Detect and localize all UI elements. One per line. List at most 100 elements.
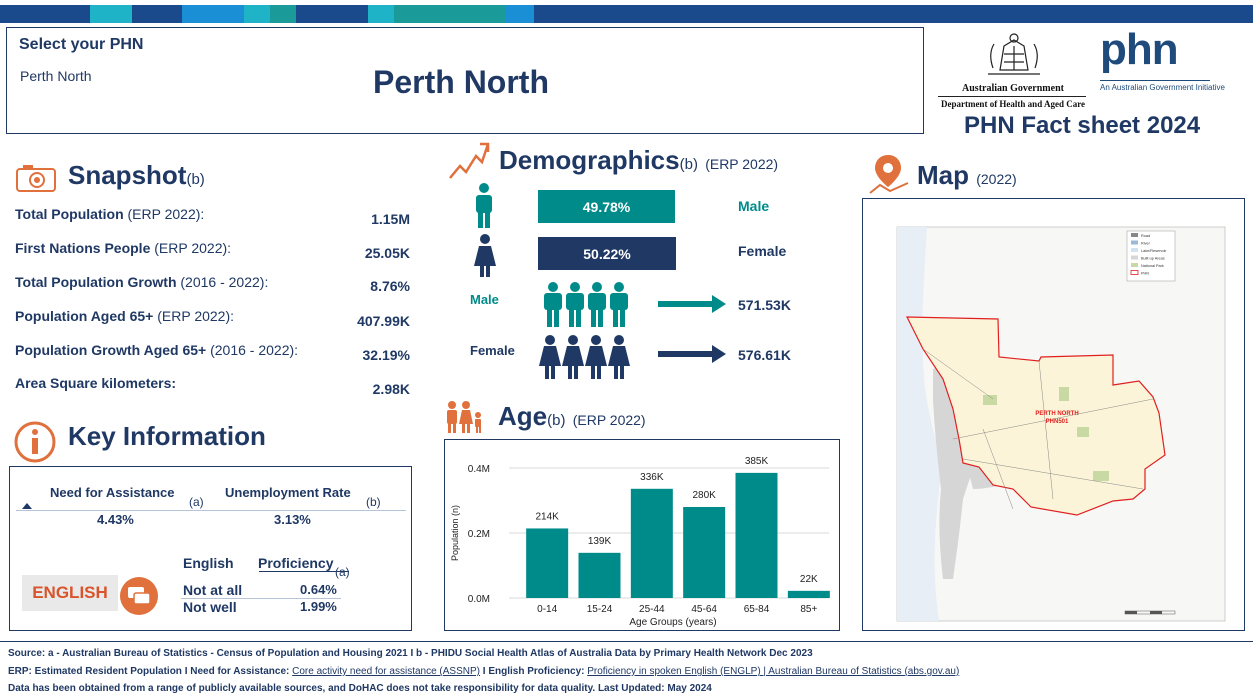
snapshot-row-value: 25.05K	[364, 245, 410, 261]
unemp-sub: (b)	[366, 495, 381, 509]
age-bar	[578, 552, 621, 598]
footer-definitions: ERP: Estimated Resident Population I Nee…	[8, 666, 959, 677]
snapshot-row-label-rest: (ERP 2022):	[150, 240, 232, 256]
sort-up-icon[interactable]	[22, 503, 32, 509]
legend-label: PHN	[1141, 272, 1149, 276]
legend-swatch	[1130, 270, 1139, 275]
legend-swatch	[1131, 233, 1138, 237]
x-tick-label: 25-44	[639, 604, 665, 615]
phn-selector-panel[interactable]: Select your PHN Perth North Perth North	[6, 27, 924, 134]
trend-chart-icon	[449, 142, 490, 179]
y-tick-label: 0.4M	[468, 464, 490, 475]
x-tick-label: 65-84	[744, 604, 770, 615]
need-sub: (a)	[189, 495, 204, 509]
bar-value-label: 214K	[535, 511, 559, 522]
region-map[interactable]: Road River Lake/Reservoir Built-up Areas Nat…	[863, 199, 1244, 630]
snapshot-row-label: First Nations People (ERP 2022):	[15, 240, 231, 256]
snapshot-row-label-bold: Total Population Growth	[15, 274, 177, 290]
snapshot-row-label-bold: Total Population	[15, 206, 124, 222]
not-well-value: 1.99%	[300, 599, 337, 614]
female-person-icon	[474, 234, 496, 277]
female-pct-label: 50.22%	[583, 245, 631, 262]
map-region-label-2: PHN501	[1046, 419, 1069, 425]
x-tick-label: 0-14	[537, 604, 557, 615]
male-percentage-bar: 49.78%	[538, 190, 675, 223]
map-title-text: Map	[917, 160, 969, 190]
legend-label: Road	[1141, 234, 1150, 238]
snapshot-row-label-bold: Area Square kilometers:	[15, 375, 177, 391]
proficiency-underline	[259, 571, 349, 572]
male-person-icon	[476, 183, 492, 228]
female-arrow-icon	[658, 345, 726, 363]
legend-label: National Park	[1141, 264, 1164, 268]
female-legend-label: Female	[738, 243, 787, 259]
male-group-icon	[544, 282, 628, 327]
phn-logo-text: phn	[1100, 25, 1179, 74]
footer-disclaimer: Data has been obtained from a range of p…	[8, 683, 712, 694]
x-tick-label: 85+	[800, 604, 817, 615]
english-word-cloud-image: ENGLISH	[22, 575, 118, 611]
proficiency-sub: (a)	[335, 565, 350, 579]
row-divider	[181, 598, 341, 599]
map-panel[interactable]: Road River Lake/Reservoir Built-up Areas Nat…	[862, 198, 1245, 631]
age-note: (ERP 2022)	[572, 412, 646, 428]
legend-swatch	[1131, 240, 1138, 245]
info-icon	[14, 421, 56, 463]
snapshot-row-label: Population Growth Aged 65+ (2016 - 2022)…	[15, 342, 298, 358]
female-count-label: Female	[470, 343, 515, 358]
age-bar-chart: 0.0M 0.2M 0.4M Population (n) 214K 0-14 139K 15…	[450, 456, 830, 628]
bar-value-label: 385K	[745, 456, 769, 467]
male-arrow-icon	[658, 295, 726, 313]
legend-swatch	[1131, 248, 1138, 252]
footer-link-assnp[interactable]: Core activity need for assistance (ASSNP…	[292, 666, 480, 677]
government-logo: Australian Government Department of Heal…	[938, 30, 1090, 109]
footer-erp: ERP: Estimated Resident Population I Nee…	[8, 666, 293, 677]
legend-swatch	[1131, 255, 1138, 260]
need-value: 4.43%	[97, 512, 134, 527]
footer-link-englp[interactable]: Proficiency in spoken English (ENGLP) | …	[587, 666, 960, 677]
unemp-value: 3.13%	[274, 512, 311, 527]
snapshot-row-label-rest: (2016 - 2022):	[176, 274, 269, 290]
snapshot-row-value: 2.98K	[372, 381, 410, 397]
coat-of-arms-icon	[988, 33, 1040, 75]
phn-selected-value[interactable]: Perth North	[20, 68, 92, 84]
map-region-label-1: PERTH NORTH	[1035, 411, 1078, 417]
age-bar	[787, 590, 830, 598]
female-percentage-bar: 50.22%	[538, 237, 676, 270]
not-at-all-value: 0.64%	[300, 582, 337, 597]
snapshot-row-value: 32.19%	[362, 347, 410, 363]
y-tick-label: 0.2M	[468, 529, 490, 540]
age-title-text: Age	[498, 401, 548, 431]
speech-bubble-icon	[120, 577, 158, 615]
bar-value-label: 336K	[640, 472, 664, 483]
fact-sheet-title: PHN Fact sheet 2024	[964, 112, 1201, 139]
x-tick-label: 15-24	[587, 604, 613, 615]
age-bar	[735, 472, 778, 598]
snapshot-row-label-bold: First Nations People	[15, 240, 151, 256]
male-count-label: Male	[470, 292, 499, 307]
x-tick-label: 45-64	[691, 604, 717, 615]
y-axis-label: Population (n)	[450, 505, 460, 561]
gov-name: Australian Government	[962, 83, 1064, 94]
unemployment-label: Unemployment Rate	[225, 485, 351, 500]
selector-title: Select your PHN	[19, 36, 144, 53]
age-bar	[630, 488, 673, 598]
map-legend: Road River Lake/Reservoir Built-up Areas Nat…	[1126, 230, 1176, 282]
demographics-title: Demographics(b) (ERP 2022)	[499, 145, 778, 176]
need-label-text: Need for Assistance	[50, 485, 175, 500]
snapshot-row-label: Population Aged 65+ (ERP 2022):	[15, 308, 234, 324]
demographics-title-sub: (b)	[679, 156, 698, 173]
camera-icon	[16, 165, 56, 192]
demographics-note: (ERP 2022)	[705, 156, 779, 172]
footer-sources: Source: a - Australian Bureau of Statist…	[8, 648, 813, 659]
age-bar	[526, 528, 569, 598]
y-tick-label: 0.0M	[468, 594, 490, 605]
male-pct-label: 49.78%	[582, 198, 631, 215]
age-title-sub: (b)	[547, 412, 566, 429]
legend-label: River	[1141, 242, 1151, 246]
bar-value-label: 139K	[588, 536, 612, 547]
need-assistance-label: Need for Assistance	[50, 485, 175, 500]
legend-swatch	[1131, 263, 1138, 267]
page-title: Perth North	[373, 64, 549, 100]
proficiency-col-label: Proficiency	[258, 555, 334, 571]
